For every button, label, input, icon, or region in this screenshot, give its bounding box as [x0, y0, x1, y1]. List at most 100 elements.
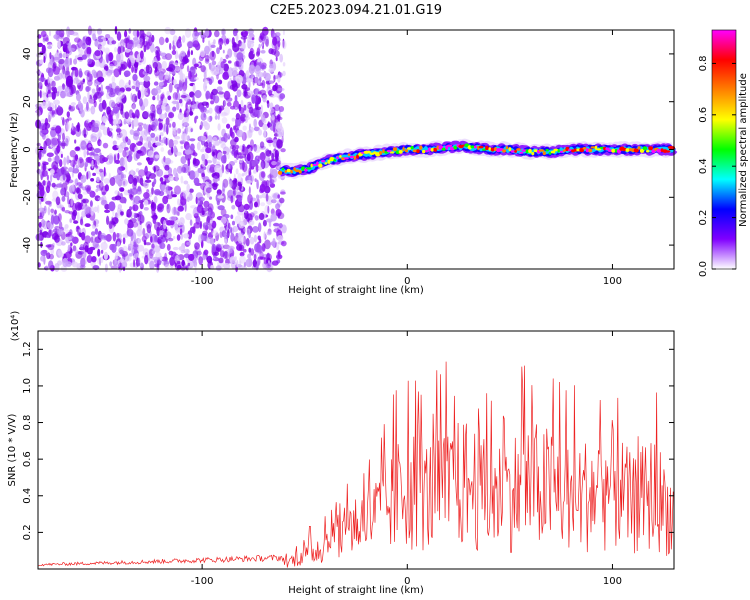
- noise-blob: [135, 168, 140, 173]
- noise-blob: [149, 260, 155, 270]
- noise-blob: [217, 205, 225, 211]
- noise-blob: [60, 188, 66, 196]
- noise-blob: [164, 252, 168, 261]
- noise-blob: [253, 210, 258, 215]
- noise-blob: [243, 227, 248, 233]
- noise-blob: [253, 253, 257, 261]
- noise-blob: [148, 125, 151, 135]
- noise-blob: [117, 66, 122, 73]
- noise-blob: [193, 222, 201, 229]
- noise-blob: [206, 255, 213, 264]
- noise-blob: [94, 61, 101, 67]
- noise-blob: [48, 260, 54, 270]
- noise-blob: [216, 47, 220, 55]
- noise-blob: [146, 31, 151, 36]
- y-tick-label: -40: [22, 237, 33, 253]
- noise-blob: [97, 129, 102, 139]
- noise-blob: [270, 213, 278, 222]
- noise-blob: [40, 30, 47, 38]
- noise-blob: [214, 105, 221, 113]
- noise-blob: [193, 177, 200, 185]
- noise-blob: [70, 197, 74, 207]
- noise-blob: [243, 104, 247, 111]
- noise-blob: [129, 129, 135, 135]
- noise-blob: [41, 218, 46, 228]
- noise-blob: [70, 242, 73, 247]
- noise-blob: [143, 207, 149, 211]
- noise-blob: [260, 104, 263, 115]
- noise-blob: [266, 231, 272, 236]
- noise-blob: [222, 71, 230, 80]
- noise-blob: [194, 90, 202, 99]
- noise-blob: [229, 145, 232, 154]
- noise-blob: [186, 241, 192, 246]
- noise-blob: [246, 130, 252, 139]
- signal-peak: [599, 146, 605, 149]
- noise-blob: [131, 85, 136, 90]
- noise-blob: [139, 38, 143, 42]
- noise-blob: [108, 220, 113, 230]
- noise-blob: [133, 232, 137, 242]
- noise-blob: [97, 204, 100, 214]
- noise-blob: [169, 256, 175, 266]
- noise-blob: [94, 79, 100, 87]
- noise-blob: [81, 186, 87, 191]
- noise-blob: [272, 193, 279, 200]
- noise-blob: [54, 225, 60, 230]
- noise-blob: [102, 157, 108, 163]
- noise-blob: [106, 106, 111, 115]
- noise-blob: [276, 160, 282, 165]
- signal-peak: [386, 149, 392, 153]
- noise-blob: [258, 222, 262, 233]
- noise-blob: [139, 98, 143, 107]
- noise-blob: [206, 212, 209, 217]
- snr-scale-label: (x10⁴): [10, 311, 21, 342]
- noise-blob: [84, 205, 90, 214]
- noise-blob: [180, 145, 184, 150]
- noise-blob: [241, 31, 244, 36]
- noise-blob: [204, 78, 208, 85]
- signal-peak: [419, 145, 423, 150]
- signal-peak: [470, 145, 475, 149]
- signal-peak: [614, 148, 618, 153]
- noise-blob: [37, 42, 43, 48]
- noise-blob: [45, 265, 49, 271]
- signal-peak: [427, 147, 431, 152]
- noise-blob: [139, 177, 144, 185]
- noise-blob: [204, 122, 211, 131]
- y-tick-label: 0: [22, 146, 33, 152]
- noise-blob: [258, 35, 263, 43]
- noise-blob: [224, 238, 228, 244]
- signal-peak: [490, 147, 495, 152]
- signal-peak: [407, 147, 412, 150]
- signal-peak: [488, 147, 492, 151]
- noise-blob: [245, 109, 250, 117]
- signal-peak: [301, 166, 306, 171]
- noise-blob: [76, 93, 81, 102]
- noise-blob: [97, 132, 102, 138]
- noise-blob: [85, 86, 90, 92]
- noise-blob: [276, 242, 280, 251]
- noise-blob: [223, 100, 227, 106]
- noise-blob: [71, 261, 79, 268]
- noise-blob: [256, 194, 260, 200]
- noise-blob: [244, 30, 249, 35]
- noise-blob: [58, 252, 64, 258]
- noise-blob: [91, 69, 97, 76]
- noise-blob: [221, 155, 227, 164]
- noise-blob: [149, 173, 156, 179]
- noise-blob: [84, 245, 89, 253]
- noise-blob: [176, 165, 183, 174]
- noise-blob: [253, 88, 260, 96]
- noise-blob: [190, 50, 193, 56]
- noise-blob: [183, 117, 189, 123]
- noise-blob: [125, 39, 133, 50]
- noise-blob: [57, 58, 65, 65]
- signal-peak: [343, 157, 349, 160]
- signal-peak: [356, 154, 360, 159]
- noise-blob: [211, 60, 217, 66]
- noise-blob: [47, 89, 51, 94]
- noise-blob: [253, 118, 257, 128]
- noise-blob: [217, 79, 223, 85]
